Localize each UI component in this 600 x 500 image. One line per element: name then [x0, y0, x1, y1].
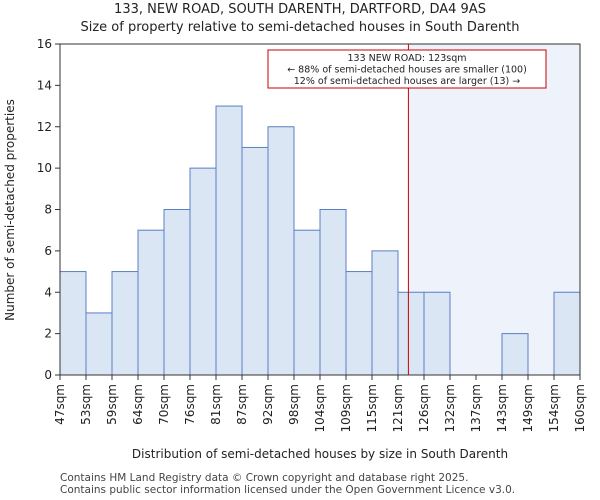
axes-layer: 0 2 4 6 8 10 12 14 16 47sqm 53sqm 59sqm 64sqm 70sqm 76…	[37, 37, 587, 432]
histogram-bar	[189, 167, 217, 376]
x-tick-label: 137sqm	[469, 384, 483, 432]
histogram-bar	[267, 126, 295, 376]
x-axis-label: Distribution of semi-detached houses by …	[132, 447, 508, 461]
y-tick-label: 6	[44, 244, 52, 258]
chart-title: 133, NEW ROAD, SOUTH DARENTH, DARTFORD, …	[114, 2, 486, 17]
x-tick-label: 121sqm	[391, 384, 405, 432]
x-tick-label: 154sqm	[547, 384, 561, 432]
x-tick-label: 109sqm	[339, 384, 353, 432]
annotation-line: 133 NEW ROAD: 123sqm	[348, 53, 467, 64]
y-tick-label: 4	[44, 285, 52, 299]
x-tick-label: 70sqm	[157, 384, 171, 425]
x-tick-label: 132sqm	[443, 384, 457, 432]
x-tick-label: 87sqm	[235, 384, 249, 425]
histogram-bar	[293, 229, 321, 376]
footer-attribution-2: Contains public sector information licen…	[60, 484, 516, 496]
bars-layer	[59, 105, 581, 376]
x-tick-label: 104sqm	[313, 384, 327, 432]
y-tick-label: 10	[37, 161, 52, 175]
annotation-line: ← 88% of semi-detached houses are smalle…	[287, 65, 527, 76]
annotation-line: 12% of semi-detached houses are larger (…	[294, 76, 521, 87]
histogram-bar	[59, 271, 87, 376]
histogram-bar	[397, 291, 425, 376]
histogram-bar	[423, 291, 451, 376]
histogram-bar	[553, 291, 581, 376]
histogram-bar	[137, 229, 165, 376]
histogram-bar	[111, 271, 139, 376]
x-tick-label: 98sqm	[287, 384, 301, 425]
chart-subtitle: Size of property relative to semi-detach…	[80, 20, 520, 35]
marker-layer: 133 NEW ROAD: 123sqm← 88% of semi-detach…	[267, 44, 547, 375]
y-axis-label: Number of semi-detached properties	[3, 99, 17, 321]
x-tick-label: 53sqm	[79, 384, 93, 425]
histogram-bar	[163, 209, 191, 376]
x-tick-label: 126sqm	[417, 384, 431, 432]
y-tick-label: 14	[37, 78, 52, 92]
histogram-bar	[319, 209, 347, 376]
y-tick-label: 0	[44, 368, 52, 382]
x-tick-label: 143sqm	[495, 384, 509, 432]
x-tick-label: 47sqm	[53, 384, 67, 425]
plot-area: 0 2 4 6 8 10 12 14 16 47sqm 53sqm 59sqm 64sqm 70sqm 76…	[3, 37, 587, 461]
y-tick-label: 8	[44, 203, 52, 217]
y-tick-label: 16	[37, 37, 52, 51]
x-tick-label: 59sqm	[105, 384, 119, 425]
histogram-bar	[371, 250, 399, 376]
x-tick-label: 64sqm	[131, 384, 145, 425]
annotation-box	[267, 49, 547, 89]
x-tick-label: 92sqm	[261, 384, 275, 425]
x-tick-label: 160sqm	[573, 384, 587, 432]
x-tick-label: 115sqm	[365, 384, 379, 432]
footer-attribution-1: Contains HM Land Registry data © Crown c…	[60, 472, 469, 484]
x-tick-label: 76sqm	[183, 384, 197, 425]
x-tick-label: 149sqm	[521, 384, 535, 432]
histogram-bar	[215, 105, 243, 376]
y-tick-label: 12	[37, 120, 52, 134]
histogram-bar	[345, 271, 373, 376]
histogram-bar	[85, 312, 113, 376]
x-tick-label: 81sqm	[209, 384, 223, 425]
histogram-bar	[241, 146, 269, 376]
y-tick-label: 2	[44, 327, 52, 341]
histogram-bar	[501, 333, 529, 376]
